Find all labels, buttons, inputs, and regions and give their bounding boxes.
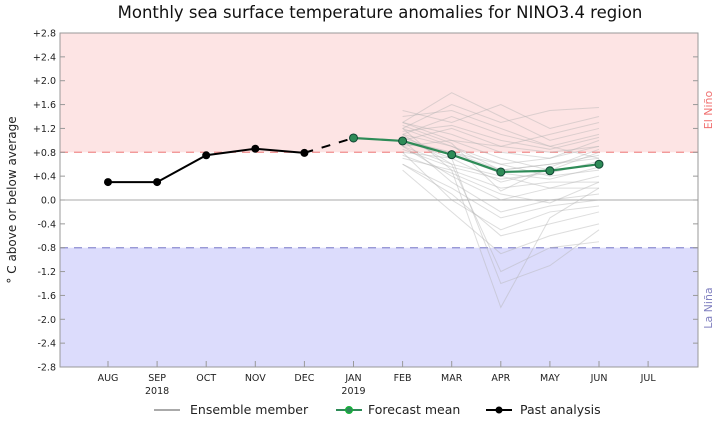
y-tick-label: +2.0: [33, 76, 56, 87]
legend-ensemble-label: Ensemble member: [190, 402, 309, 417]
y-tick-label: +2.8: [33, 29, 56, 40]
x-year-label: 2018: [145, 386, 169, 397]
legend-past-label: Past analysis: [520, 402, 601, 417]
ensemble-member-line: [402, 169, 600, 255]
legend-past-marker: [495, 406, 503, 414]
ensemble-member-line: [402, 145, 599, 201]
x-tick-label: MAY: [540, 373, 560, 384]
forecast-mean-point: [545, 166, 555, 176]
la-nina-region: [60, 247, 698, 367]
y-tick-label: -2.0: [37, 315, 56, 326]
y-tick-label: -0.8: [37, 243, 56, 254]
ensemble-member-line: [402, 139, 600, 213]
y-tick-label: -1.2: [37, 267, 56, 278]
y-tick-label: -1.6: [37, 291, 56, 302]
ensemble-member-line: [402, 151, 600, 231]
ensemble-member-line: [402, 145, 600, 273]
ensemble-member-line: [402, 104, 600, 129]
x-tick-label: FEB: [394, 373, 412, 384]
ensemble-member-line: [402, 163, 600, 237]
y-tick-label: -2.8: [37, 363, 56, 374]
past-analysis-point: [202, 151, 211, 160]
ensemble-member-line: [402, 154, 600, 204]
y-tick-label: +1.2: [33, 124, 56, 135]
ensemble-member-line: [402, 128, 600, 309]
y-tick-label: +0.8: [33, 148, 56, 159]
la-nina-label: La Niña: [702, 287, 715, 328]
ensemble-member-line: [402, 104, 600, 129]
ensemble-member-line: [402, 139, 600, 171]
forecast-mean-point: [594, 159, 604, 169]
past-analysis-point: [104, 178, 112, 187]
past-analysis-point: [251, 144, 260, 153]
ensemble-member-line: [402, 133, 600, 165]
x-tick-label: JUN: [590, 373, 608, 384]
legend-forecast-marker: [345, 406, 353, 414]
el-nino-label: El Niño: [702, 90, 715, 129]
forecast-mean-point: [349, 133, 358, 143]
x-tick-label: DEC: [294, 373, 314, 384]
x-tick-label: SEP: [148, 373, 166, 384]
ensemble-member-line: [402, 121, 600, 147]
y-axis-label: ° C above or below average: [5, 116, 19, 283]
y-tick-label: 0.0: [41, 196, 56, 207]
y-tick-label: -0.4: [37, 219, 56, 230]
el-nino-region: [60, 33, 698, 153]
legend-forecast-label: Forecast mean: [368, 402, 460, 417]
x-tick-label: AUG: [98, 373, 119, 384]
forecast-mean-line: [353, 136, 600, 174]
x-tick-label: APR: [491, 373, 510, 384]
y-tick-label: +1.6: [33, 100, 56, 111]
ensemble-member-line: [402, 115, 600, 147]
x-tick-label: MAR: [441, 373, 463, 384]
ensemble-member-line: [402, 139, 600, 177]
past-analysis-point: [153, 178, 162, 187]
chart-title: Monthly sea surface temperature anomalie…: [118, 3, 643, 22]
x-tick-label: JUL: [640, 373, 657, 384]
ensemble-member-line: [402, 157, 599, 189]
x-year-label: 2019: [341, 386, 365, 397]
x-tick-label: OCT: [196, 373, 216, 384]
past-analysis-point: [300, 148, 309, 157]
forecast-mean-point: [398, 136, 408, 146]
ensemble-member-line: [402, 124, 600, 150]
y-tick-label: +2.4: [33, 52, 56, 63]
forecast-mean-point: [496, 167, 506, 177]
forecast-mean-point: [447, 150, 457, 160]
legend: Ensemble member Forecast mean Past analy…: [154, 402, 601, 417]
ensemble-member-line: [402, 92, 600, 141]
y-tick-label: -2.4: [37, 339, 56, 350]
ensemble-member-line: [402, 124, 600, 192]
ensemble-member-line: [402, 121, 600, 153]
past-to-forecast-dashed-line: [304, 137, 354, 154]
ensemble-member-line: [402, 121, 600, 159]
ensemble-member-line: [402, 110, 600, 159]
x-tick-label: JAN: [344, 373, 361, 384]
ensemble-member-line: [402, 163, 600, 219]
y-tick-label: +0.4: [33, 172, 56, 183]
x-tick-label: NOV: [245, 373, 266, 384]
ensemble-member-line: [402, 139, 600, 285]
